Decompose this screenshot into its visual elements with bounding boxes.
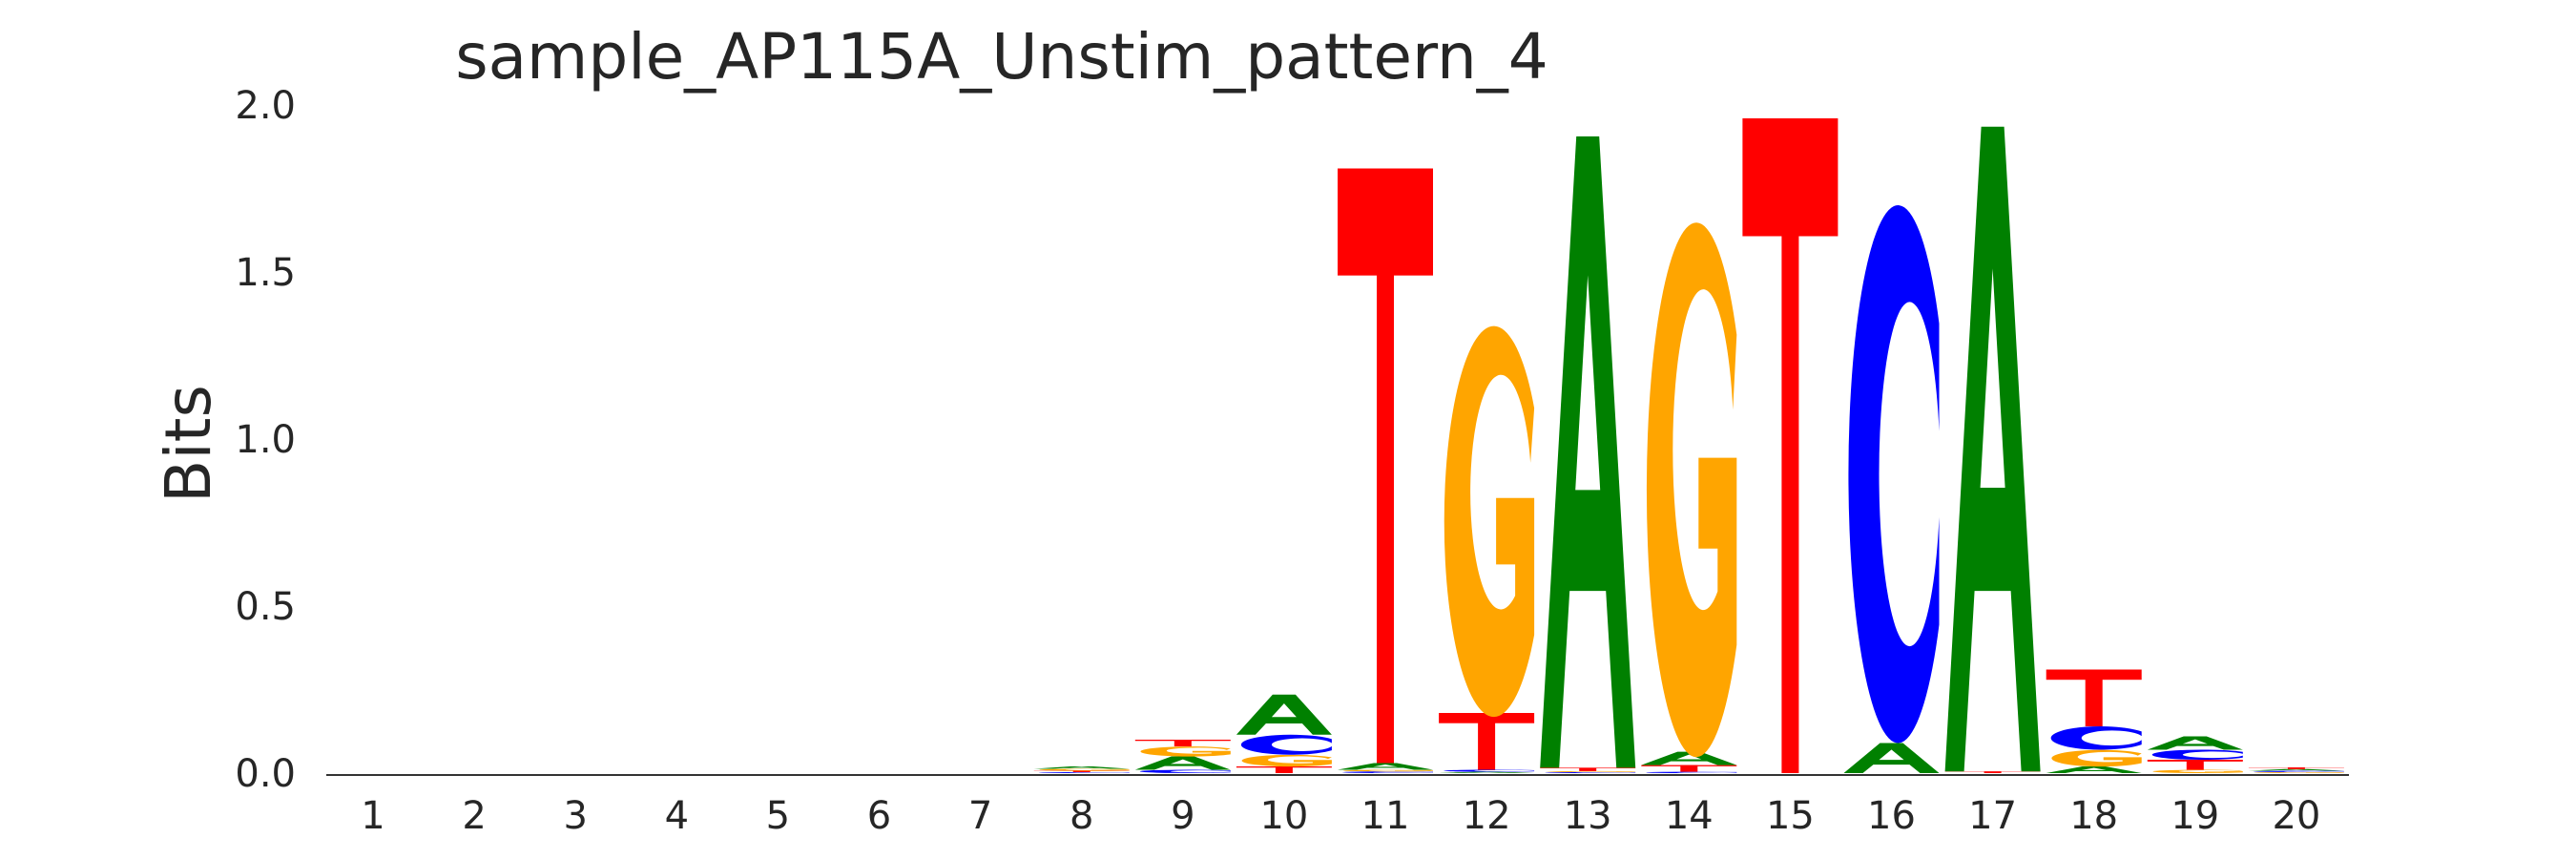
letter-T-pos-11 xyxy=(1338,168,1433,764)
letter-T-pos-18 xyxy=(2046,669,2142,726)
letter-A-pos-9 xyxy=(1134,756,1231,770)
letter-G-pos-12 xyxy=(1444,325,1535,718)
letter-G-pos-8 xyxy=(1039,768,1130,771)
letter-T-pos-8 xyxy=(1033,770,1130,772)
letter-A-pos-8 xyxy=(1033,766,1130,769)
letter-C-pos-12 xyxy=(1444,769,1535,772)
y-tick-label: 0.0 xyxy=(235,752,296,796)
chart-title: sample_AP115A_Unstim_pattern_4 xyxy=(455,20,1548,94)
letter-A-pos-13 xyxy=(1540,136,1636,768)
x-tick-label: 11 xyxy=(1361,794,1410,838)
letter-C-pos-9 xyxy=(1139,769,1231,773)
y-tick-label: 0.5 xyxy=(235,585,296,629)
letter-stacks xyxy=(1033,118,2344,774)
letter-T-pos-17 xyxy=(1944,771,2041,773)
y-axis-label: Bits xyxy=(152,385,225,503)
x-tick-label: 15 xyxy=(1766,794,1815,838)
letter-C-pos-10 xyxy=(1240,734,1332,755)
letter-T-pos-14 xyxy=(1641,765,1737,772)
x-tick-label: 7 xyxy=(968,794,992,838)
letter-G-pos-13 xyxy=(1545,770,1636,772)
letter-T-pos-12 xyxy=(1439,713,1535,770)
y-tick-label: 1.5 xyxy=(235,251,296,295)
letter-G-pos-9 xyxy=(1140,746,1231,757)
x-tick-label: 18 xyxy=(2069,794,2118,838)
x-tick-label: 6 xyxy=(867,794,891,838)
x-tick-label: 4 xyxy=(665,794,689,838)
letter-C-pos-18 xyxy=(2050,726,2142,750)
letter-C-pos-19 xyxy=(2151,749,2243,760)
x-tick-label: 19 xyxy=(2171,794,2219,838)
y-tick-label: 1.0 xyxy=(235,418,296,462)
letter-C-pos-13 xyxy=(1545,771,1636,773)
letter-T-pos-9 xyxy=(1134,740,1231,746)
x-tick-label: 17 xyxy=(1968,794,2017,838)
x-tick-label: 12 xyxy=(1463,794,1511,838)
letter-T-pos-13 xyxy=(1540,767,1636,771)
letter-T-pos-15 xyxy=(1742,118,1839,773)
letter-A-pos-11 xyxy=(1338,763,1433,770)
x-tick-label: 3 xyxy=(563,794,587,838)
letter-A-pos-14 xyxy=(1641,751,1737,765)
letter-G-pos-18 xyxy=(2051,749,2142,767)
letter-G-pos-19 xyxy=(2152,769,2243,774)
x-tick-label: 16 xyxy=(1867,794,1916,838)
letter-C-pos-11 xyxy=(1341,771,1433,773)
x-tick-label: 14 xyxy=(1665,794,1714,838)
letter-A-pos-10 xyxy=(1236,694,1332,735)
letter-T-pos-19 xyxy=(2147,760,2243,770)
x-tick-label: 5 xyxy=(766,794,790,838)
letter-C-pos-16 xyxy=(1848,204,1940,744)
letter-A-pos-16 xyxy=(1843,743,1940,773)
letter-C-pos-14 xyxy=(1646,771,1737,773)
x-tick-label: 20 xyxy=(2272,794,2320,838)
x-tick-label: 2 xyxy=(462,794,486,838)
x-tick-label: 13 xyxy=(1564,794,1612,838)
letter-G-pos-14 xyxy=(1646,222,1737,758)
x-tick-labels: 1 2 3 4 5 6 7 8 9 10 11 12 13 14 15 16 17 18 19 20 xyxy=(361,794,2320,838)
letter-A-pos-19 xyxy=(2147,736,2243,750)
letter-T-pos-10 xyxy=(1236,766,1332,773)
letter-C-pos-20 xyxy=(2253,770,2344,772)
x-tick-label: 10 xyxy=(1259,794,1308,838)
letter-G-pos-10 xyxy=(1241,754,1332,767)
x-tick-label: 9 xyxy=(1171,794,1195,838)
letter-C-pos-8 xyxy=(1038,771,1130,773)
x-tick-label: 8 xyxy=(1070,794,1093,838)
letter-T-pos-20 xyxy=(2248,767,2344,769)
y-tick-labels: 0.0 0.5 1.0 1.5 2.0 xyxy=(235,84,296,796)
y-tick-label: 2.0 xyxy=(235,84,296,128)
letter-G-pos-20 xyxy=(2254,771,2344,774)
letter-G-pos-11 xyxy=(1342,769,1433,772)
letter-A-pos-20 xyxy=(2248,768,2344,771)
x-tick-label: 1 xyxy=(361,794,384,838)
letter-A-pos-17 xyxy=(1944,126,2041,772)
letter-A-pos-12 xyxy=(1439,771,1535,773)
letter-A-pos-18 xyxy=(2046,766,2142,773)
